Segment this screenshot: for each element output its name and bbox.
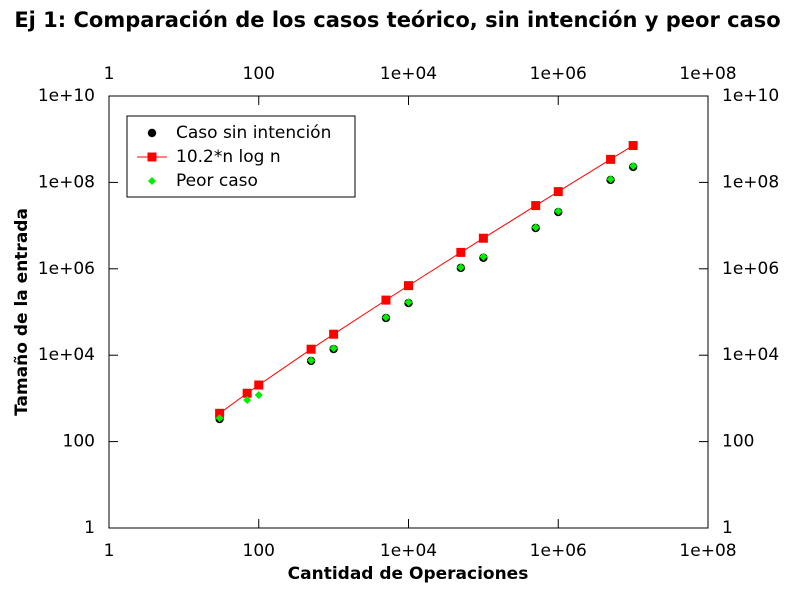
marker xyxy=(478,233,488,243)
marker xyxy=(404,298,413,307)
marker xyxy=(148,177,156,185)
y-tick-label: 1e+08 xyxy=(38,172,95,192)
marker xyxy=(456,247,466,257)
marker xyxy=(329,329,339,339)
marker xyxy=(629,161,638,170)
x-tick-label: 1 xyxy=(104,541,115,561)
x2-tick-label: 1e+06 xyxy=(530,64,587,84)
marker xyxy=(215,408,225,418)
y-tick-label: 1 xyxy=(84,518,95,538)
x-tick-label: 1e+06 xyxy=(530,541,587,561)
x-axis-label: Cantidad de Operaciones xyxy=(288,564,529,584)
y2-tick-label: 1 xyxy=(722,518,733,538)
marker xyxy=(479,252,488,261)
x-tick-label: 1e+04 xyxy=(380,541,437,561)
marker xyxy=(456,263,465,272)
marker xyxy=(147,152,157,162)
x-tick-label: 1e+08 xyxy=(679,541,736,561)
marker xyxy=(254,380,264,390)
marker xyxy=(553,187,563,197)
y2-tick-label: 1e+08 xyxy=(722,172,779,192)
marker xyxy=(381,313,390,322)
marker xyxy=(628,141,638,151)
y-tick-label: 1e+10 xyxy=(38,86,95,106)
marker xyxy=(531,201,541,211)
marker xyxy=(215,414,224,423)
x-tick-label: 100 xyxy=(243,541,275,561)
legend-label: Peor caso xyxy=(176,171,258,191)
marker xyxy=(404,281,413,291)
marker xyxy=(606,175,615,184)
marker xyxy=(243,395,252,404)
marker xyxy=(329,344,338,353)
marker xyxy=(531,223,540,232)
y2-tick-label: 1e+04 xyxy=(722,345,779,365)
marker xyxy=(307,356,316,365)
y-axis-label: Tamaño de la entrada xyxy=(12,208,32,416)
y2-tick-label: 1e+06 xyxy=(722,259,779,279)
chart-title: Ej 1: Comparación de los casos teórico, … xyxy=(14,8,781,32)
marker xyxy=(381,295,391,305)
x2-tick-label: 1e+08 xyxy=(679,64,736,84)
y2-tick-label: 100 xyxy=(722,432,754,452)
y-tick-label: 100 xyxy=(63,432,95,452)
marker xyxy=(606,154,616,164)
marker xyxy=(254,390,263,399)
marker xyxy=(554,207,563,216)
y-tick-label: 1e+06 xyxy=(38,259,95,279)
x2-tick-label: 1e+04 xyxy=(380,64,437,84)
y2-tick-label: 1e+10 xyxy=(722,86,779,106)
marker xyxy=(306,344,316,354)
legend-label: 10.2*n log n xyxy=(176,147,281,167)
y-tick-label: 1e+04 xyxy=(38,345,95,365)
marker xyxy=(147,128,157,138)
legend: Caso sin intención 10.2*n log n Peor caso xyxy=(126,115,356,198)
legend-label: Caso sin intención xyxy=(176,123,331,143)
x2-tick-label: 100 xyxy=(243,64,275,84)
marker xyxy=(242,388,252,398)
x2-tick-label: 1 xyxy=(104,64,115,84)
